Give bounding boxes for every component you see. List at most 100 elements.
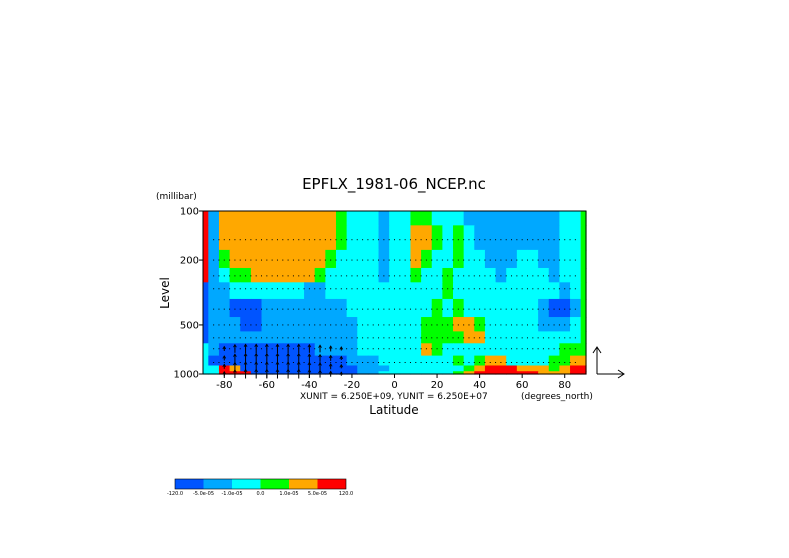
x-tick-label: -40: [301, 380, 317, 391]
heatmap-cell: [250, 211, 263, 226]
grid-dot: [574, 259, 576, 261]
grid-dot: [250, 275, 252, 277]
grid-dot: [388, 308, 390, 310]
heatmap-cell: [527, 365, 539, 372]
flux-vector-head: [286, 352, 290, 357]
heatmap-cell: [293, 225, 305, 251]
grid-dot: [542, 337, 544, 339]
x-axis-title: Latitude: [369, 403, 418, 417]
grid-dot: [234, 259, 236, 261]
grid-dot: [415, 288, 417, 290]
grid-dot: [468, 337, 470, 339]
heatmap-cell: [548, 343, 560, 357]
grid-dot: [239, 259, 241, 261]
grid-dot: [298, 288, 300, 290]
grid-dot: [516, 308, 518, 310]
grid-dot: [526, 337, 528, 339]
grid-dot: [452, 337, 454, 339]
grid-dot: [521, 362, 523, 363]
colorbar-label: -1.0e-05: [222, 491, 243, 497]
grid-dot: [468, 324, 470, 326]
grid-dot: [303, 308, 305, 310]
grid-dot: [276, 324, 278, 326]
grid-dot: [399, 275, 401, 277]
heatmap-cell: [203, 355, 209, 367]
heatmap-cell: [495, 365, 507, 372]
grid-dot: [505, 288, 507, 290]
grid-dot: [468, 275, 470, 277]
heatmap-cell: [548, 355, 560, 367]
grid-dot: [276, 259, 278, 261]
grid-dot: [542, 348, 544, 350]
grid-dot: [335, 275, 337, 277]
grid-dot: [324, 259, 326, 261]
heatmap-cell: [559, 282, 571, 300]
heatmap-cell: [208, 343, 220, 357]
heatmap-cell: [421, 211, 433, 226]
grid-dot: [218, 308, 220, 310]
grid-dot: [399, 239, 401, 241]
grid-dot: [500, 362, 502, 363]
grid-dot: [463, 362, 465, 363]
grid-dot: [516, 348, 518, 350]
grid-dot: [287, 275, 289, 277]
heatmap-cell: [453, 355, 465, 367]
grid-dot: [574, 337, 576, 339]
grid-dot: [425, 275, 427, 277]
grid-dot: [324, 275, 326, 277]
heatmap-cell: [463, 355, 475, 367]
grid-dot: [553, 288, 555, 290]
heatmap-cell: [484, 355, 497, 367]
grid-dot: [266, 259, 268, 261]
grid-dot: [372, 324, 374, 326]
heatmap-cell: [240, 298, 252, 318]
heatmap-cell: [250, 225, 263, 251]
colorbar-label: 1.0e-05: [279, 491, 298, 497]
heatmap-cell: [261, 298, 273, 318]
colorbar-swatch: [232, 479, 261, 489]
grid-dot: [266, 288, 268, 290]
flux-vector-head: [275, 352, 280, 357]
grid-dot: [340, 362, 342, 363]
heatmap-cell: [346, 355, 358, 367]
grid-dot: [447, 288, 449, 290]
grid-dot: [367, 337, 369, 339]
grid-dot: [356, 239, 358, 241]
grid-dot: [447, 362, 449, 363]
grid-dot: [372, 259, 374, 261]
heatmap-cell: [314, 298, 326, 318]
grid-dot: [404, 324, 406, 326]
grid-dot: [495, 324, 497, 326]
heatmap-cell: [570, 371, 582, 375]
grid-dot: [229, 324, 231, 326]
heatmap-cell: [410, 365, 422, 372]
grid-dot: [532, 275, 534, 277]
grid-dot: [457, 362, 459, 363]
grid-dot: [351, 288, 353, 290]
grid-dot: [569, 259, 571, 261]
grid-dot: [388, 275, 390, 277]
heatmap-cell: [314, 211, 326, 226]
grid-dot: [346, 324, 348, 326]
grid-dot: [558, 308, 560, 310]
grid-dot: [388, 337, 390, 339]
heatmap-cell: [442, 343, 454, 357]
flux-vector-head: [318, 344, 322, 348]
heatmap-cell: [218, 355, 231, 367]
grid-dot: [431, 239, 433, 241]
grid-dot: [500, 324, 502, 326]
grid-dot: [282, 308, 284, 310]
grid-dot: [564, 275, 566, 277]
grid-dot: [245, 275, 247, 277]
ref-arrow-horizontal-head: [617, 369, 625, 379]
grid-dot: [463, 337, 465, 339]
heatmap-cell: [272, 298, 284, 318]
grid-dot: [468, 239, 470, 241]
heatmap-cell: [240, 249, 252, 269]
grid-dot: [362, 259, 364, 261]
grid-dot: [239, 239, 241, 241]
grid-dot: [223, 288, 225, 290]
grid-dot: [447, 275, 449, 277]
grid-dot: [420, 288, 422, 290]
grid-dot: [292, 259, 294, 261]
